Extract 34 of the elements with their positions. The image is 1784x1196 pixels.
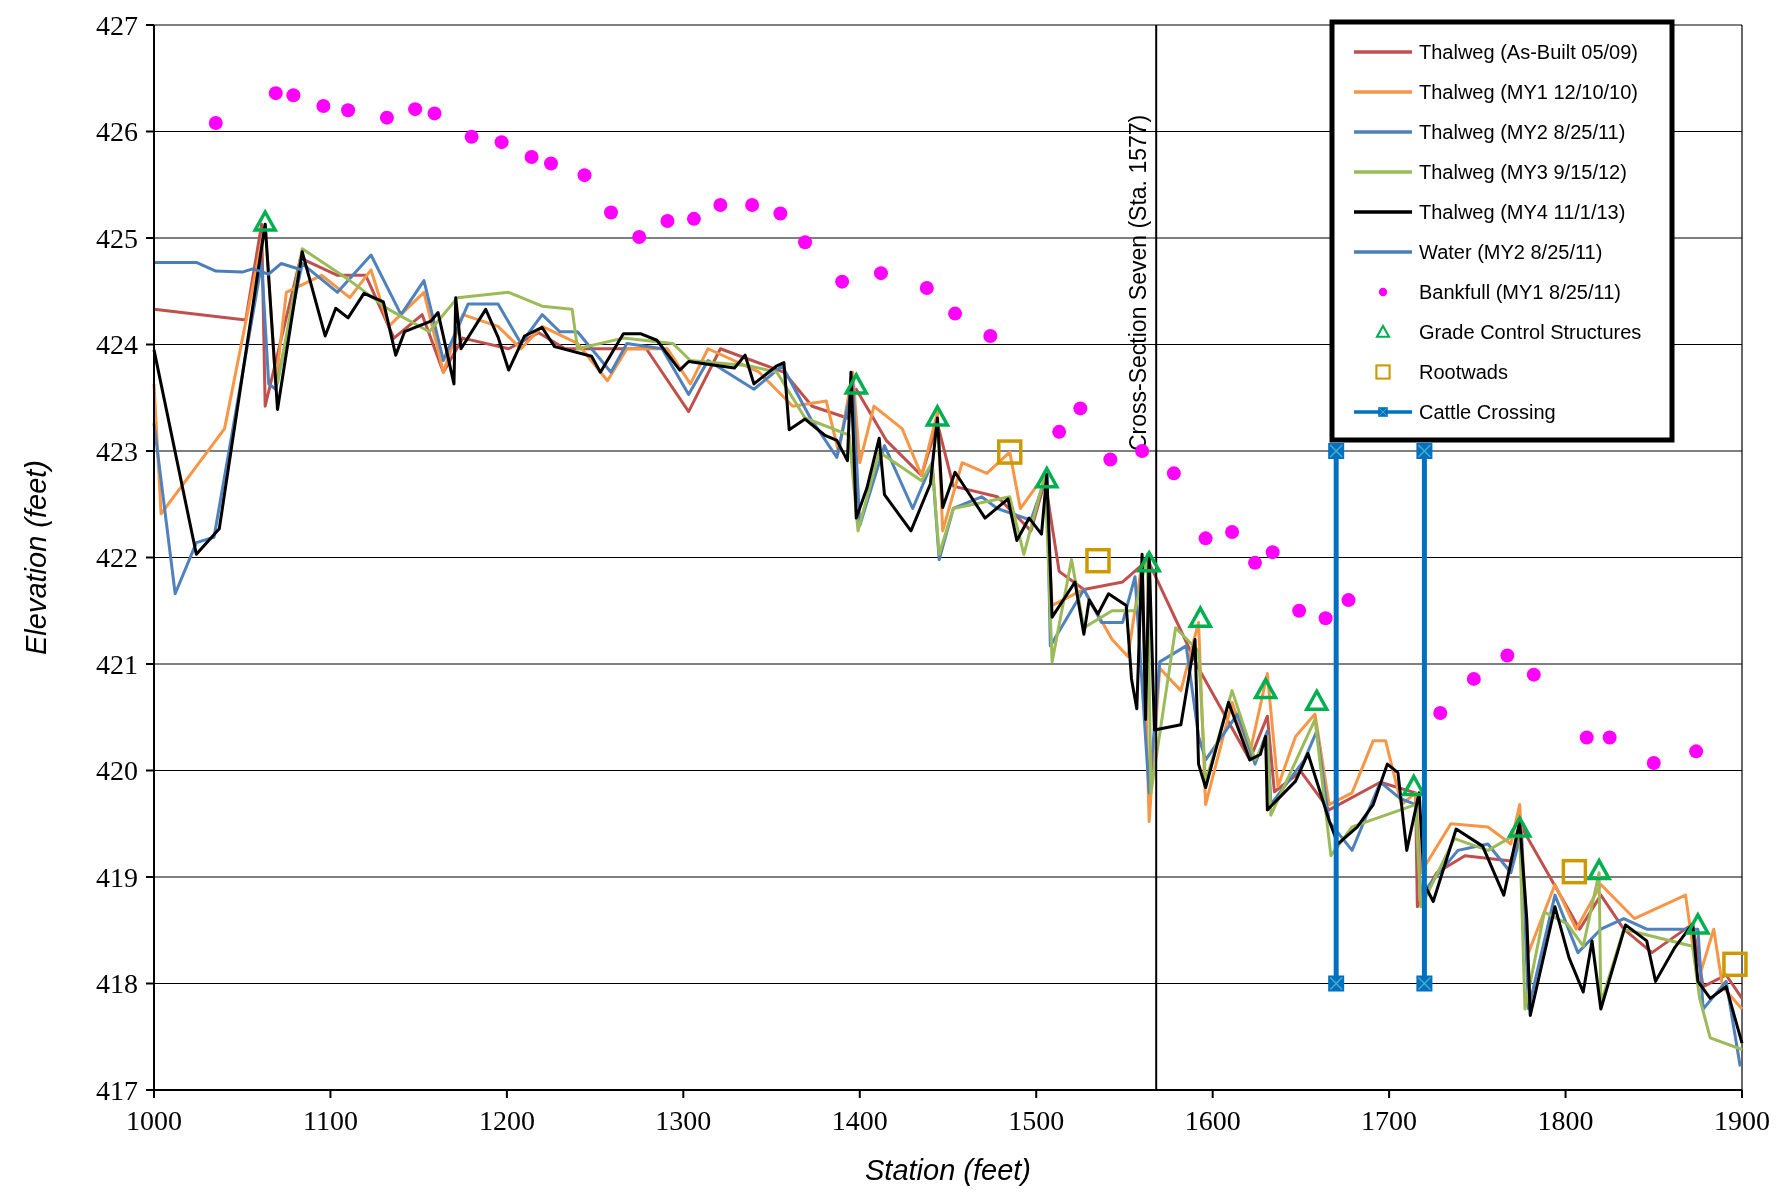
y-tick-label: 418	[96, 968, 138, 1000]
x-tick-label: 1400	[831, 1105, 888, 1136]
ref-line-label: Cross-Section Seven (Sta. 1577)	[1125, 114, 1152, 451]
y-axis-title: Elevation (feet)	[20, 459, 52, 656]
legend-label: Thalweg (MY1 12/10/10)	[1419, 81, 1639, 103]
x-tick-label: 1700	[1361, 1105, 1418, 1136]
y-tick-label: 427	[96, 9, 138, 41]
y-tick-label: 424	[96, 329, 138, 361]
y-tick-label: 421	[96, 648, 138, 680]
x-tick-label: 1300	[655, 1105, 712, 1136]
legend-label: Cattle Crossing	[1419, 401, 1556, 423]
y-tick-label: 423	[96, 435, 138, 467]
x-tick-label: 1900	[1714, 1105, 1770, 1136]
x-tick-label: 1100	[302, 1105, 358, 1136]
x-tick-label: 1500	[1008, 1105, 1065, 1136]
legend-label: Water (MY2 8/25/11)	[1419, 241, 1603, 263]
legend-label: Grade Control Structures	[1419, 321, 1642, 343]
y-tick-label: 426	[96, 116, 138, 148]
y-tick-label: 420	[96, 755, 138, 787]
x-axis-title: Station (feet)	[864, 1154, 1032, 1186]
x-tick-label: 1800	[1537, 1105, 1594, 1136]
x-tick-label: 1000	[126, 1105, 182, 1136]
legend-label: Bankfull (MY1 8/25/11)	[1419, 281, 1621, 303]
y-tick-label: 422	[96, 542, 138, 574]
x-tick-label: 1600	[1184, 1105, 1241, 1136]
y-tick-label: 425	[96, 222, 138, 254]
legend-label: Thalweg (MY3 9/15/12)	[1419, 161, 1627, 183]
legend-label: Thalweg (MY4 11/1/13)	[1419, 201, 1626, 223]
legend-label: Thalweg (As-Built 05/09)	[1419, 41, 1638, 63]
x-tick-label: 1200	[478, 1105, 535, 1136]
legend-label: Rootwads	[1419, 361, 1508, 383]
y-tick-label: 417	[96, 1074, 138, 1106]
legend-label: Thalweg (MY2 8/25/11)	[1419, 121, 1626, 143]
y-tick-label: 419	[96, 861, 138, 893]
